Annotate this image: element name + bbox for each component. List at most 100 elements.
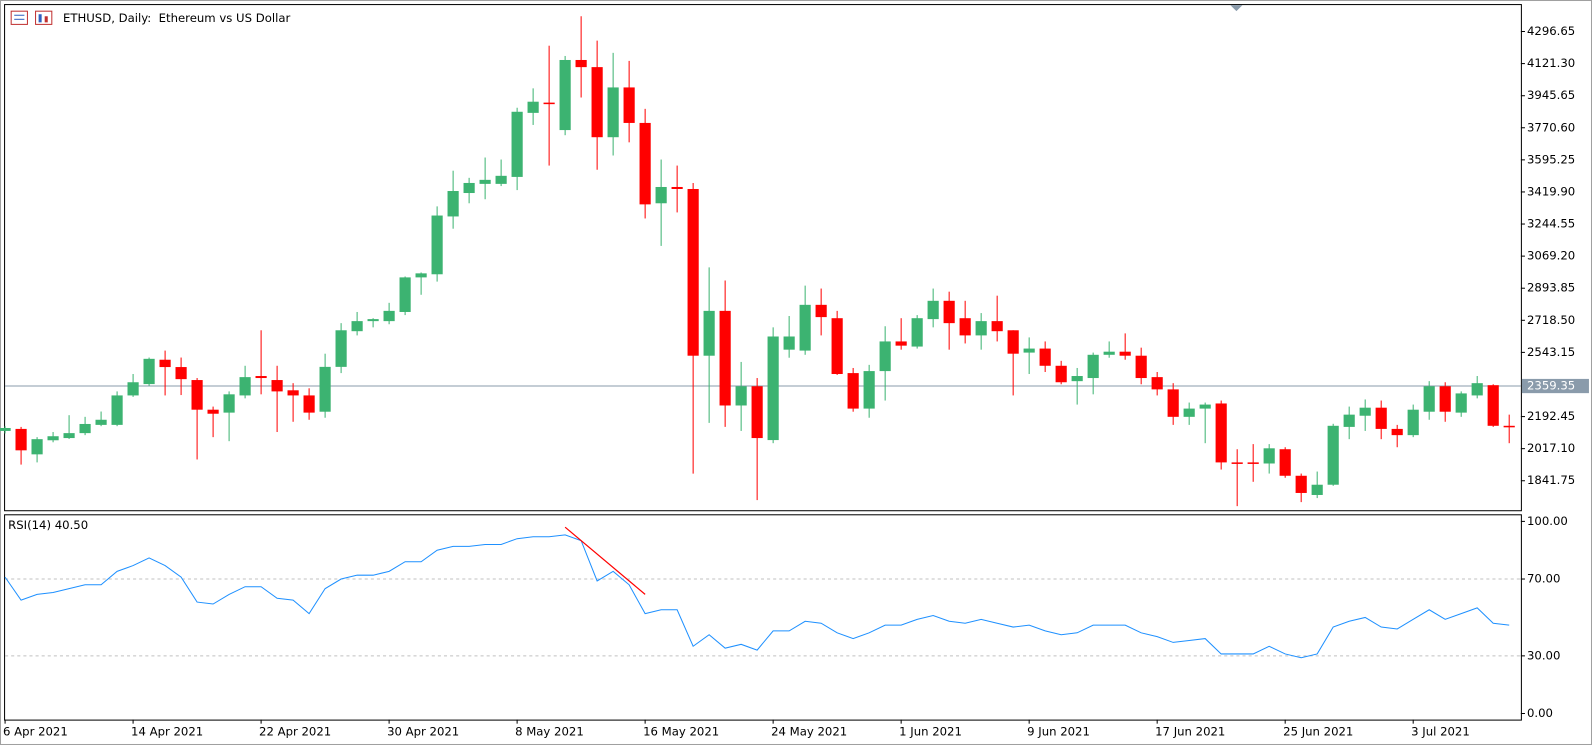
candle-body [559,59,571,131]
candle-body [1487,385,1499,426]
candle-body [1135,355,1147,379]
candle-body [1007,330,1019,354]
candle-body [335,330,347,367]
x-tick-label: 1 Jun 2021 [899,724,962,738]
y-tick-label: 3945.65 [1527,88,1575,102]
icon-bar [44,16,48,23]
x-tick-label: 30 Apr 2021 [387,724,459,738]
candle-body [143,358,155,385]
candle-body [1087,354,1099,379]
icon-list[interactable] [10,10,28,25]
candle-body [1295,475,1307,493]
candle-body [623,87,635,123]
trend-line [564,526,646,595]
chart-icons[interactable] [10,10,53,25]
x-tick-label: 9 Jun 2021 [1027,724,1090,738]
x-tick-label: 3 Jul 2021 [1411,724,1470,738]
candle-body [895,341,907,346]
candle-body [591,67,603,138]
candle-body [639,122,651,205]
candle-body [975,321,987,336]
candle-body [1199,404,1211,409]
y-tick-label: 3770.60 [1527,120,1575,134]
y-tick-label: 30.00 [1527,648,1560,662]
y-tick-label: 4296.65 [1527,24,1575,38]
candle-body [159,359,171,368]
candle-body [303,395,315,413]
x-tick-label: 25 Jun 2021 [1283,724,1353,738]
y-tick-label: 3069.20 [1527,249,1575,263]
candle-body [655,186,667,204]
candle-body [287,390,299,396]
icon-bar [38,14,42,23]
candle-body [447,191,459,217]
candle-body [1503,425,1515,428]
price-label-box [1521,378,1589,394]
candle-body [1343,414,1355,427]
candle-body [495,175,507,184]
rsi-title: RSI(14) 40.50 [8,518,88,532]
candle-body [1375,407,1387,429]
candle-body [1055,365,1067,383]
candle-body [687,188,699,356]
y-tick-label: 3244.55 [1527,217,1575,231]
candle-body [703,310,715,356]
candle-body [863,371,875,409]
candle-body [1471,383,1483,396]
candle-body [1407,409,1419,436]
candle-body [479,179,491,184]
candle-body [1023,348,1035,353]
candle-body [47,436,59,441]
candle-body [351,321,363,332]
candle-body [1391,428,1403,436]
candle-body [543,102,555,105]
candle-body [815,304,827,318]
candle-body [943,300,955,324]
chart-title: ETHUSD, Daily: Ethereum vs US Dollar [63,11,290,25]
candle-body [927,300,939,320]
y-tick-label: 3419.90 [1527,184,1575,198]
candle-body [831,318,843,375]
x-tick-label: 14 Apr 2021 [131,724,203,738]
shift-marker[interactable] [1230,5,1243,12]
candle-body [1423,386,1435,412]
candle-body [511,111,523,177]
candle-body [255,376,267,379]
x-tick-label: 16 May 2021 [643,724,719,738]
candle-body [463,182,475,194]
y-tick-label: 2543.15 [1527,345,1575,359]
x-tick-label: 17 Jun 2021 [1155,724,1225,738]
candle-body [1311,484,1323,495]
candle-body [719,310,731,406]
candle-body [783,336,795,350]
y-tick-label: 4121.30 [1527,56,1575,70]
candle-body [1103,351,1115,355]
main-panel [4,4,1522,512]
candle-body [367,319,379,322]
candle-body [767,336,779,441]
x-tick-label: 22 Apr 2021 [259,724,331,738]
candle-body [175,367,187,380]
candle-body [799,304,811,351]
icon-bars[interactable] [35,10,53,25]
candle-body [15,428,27,451]
candle-body [79,423,91,434]
candle-body [0,427,11,431]
candle-body [1279,449,1291,476]
y-tick-label: 3595.25 [1527,152,1575,166]
candle-body [1215,403,1227,463]
candle-body [31,439,43,455]
candle-body [63,433,75,439]
candle-body [1039,348,1051,366]
rsi-line [4,534,1510,659]
candle-body [911,318,923,347]
candle-body [847,373,859,409]
candle-body [1455,393,1467,413]
candle-body [191,380,203,410]
candle-body [95,419,107,425]
candle-body [431,215,443,275]
candle-body [1183,408,1195,417]
